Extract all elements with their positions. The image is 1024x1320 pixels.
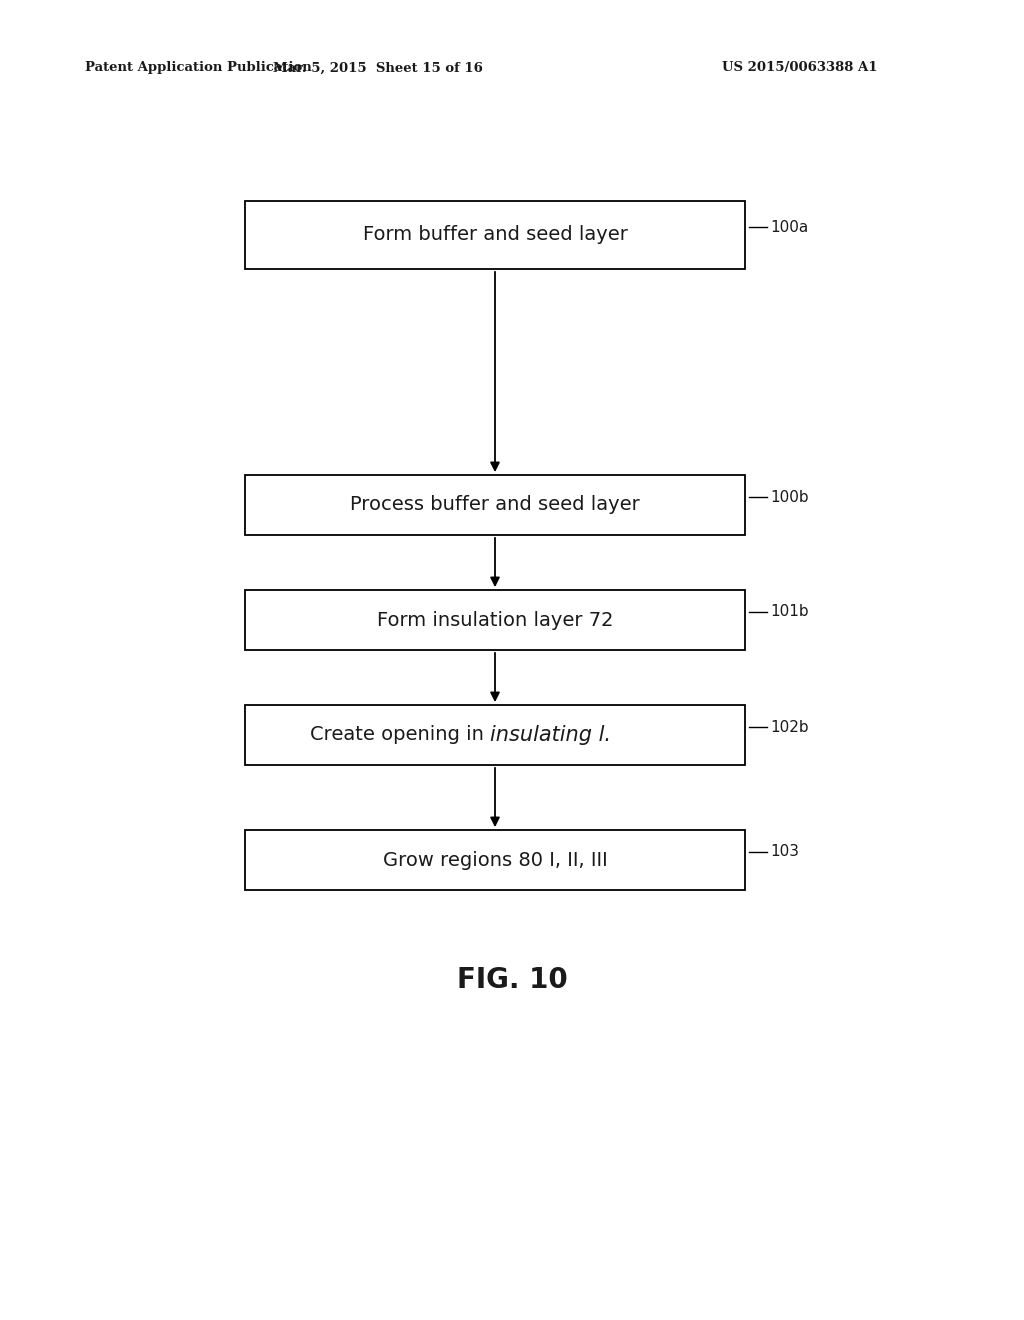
- Text: 100a: 100a: [770, 219, 808, 235]
- Bar: [245, 475, 745, 535]
- Text: Mar. 5, 2015  Sheet 15 of 16: Mar. 5, 2015 Sheet 15 of 16: [273, 62, 483, 74]
- Bar: [245, 590, 745, 649]
- Text: Create opening in: Create opening in: [310, 726, 490, 744]
- Text: Patent Application Publication: Patent Application Publication: [85, 62, 311, 74]
- Text: 102b: 102b: [770, 719, 809, 734]
- Text: Grow regions 80 I, II, III: Grow regions 80 I, II, III: [383, 850, 607, 870]
- Bar: [245, 705, 745, 766]
- Text: 101b: 101b: [770, 605, 809, 619]
- Text: Process buffer and seed layer: Process buffer and seed layer: [350, 495, 640, 515]
- Text: US 2015/0063388 A1: US 2015/0063388 A1: [722, 62, 878, 74]
- Text: FIG. 10: FIG. 10: [457, 966, 567, 994]
- Text: Form buffer and seed layer: Form buffer and seed layer: [362, 226, 628, 244]
- Bar: [245, 201, 745, 269]
- Text: Form insulation layer 72: Form insulation layer 72: [377, 610, 613, 630]
- Bar: [245, 830, 745, 890]
- Text: insulating l.: insulating l.: [490, 725, 611, 744]
- Text: 100b: 100b: [770, 490, 809, 504]
- Text: 103: 103: [770, 845, 799, 859]
